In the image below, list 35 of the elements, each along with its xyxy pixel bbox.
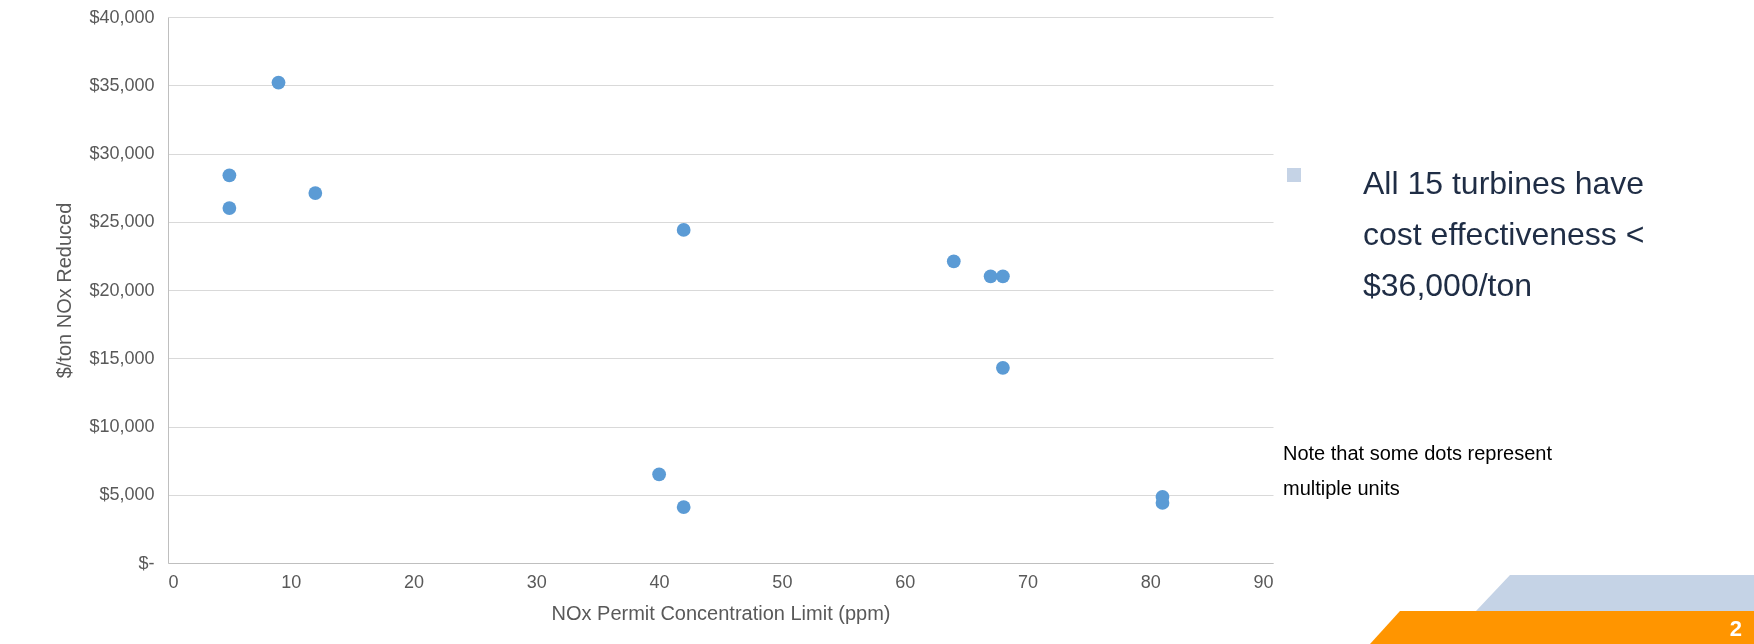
text: All 15 turbines have cost effectiveness < $36,000/ton xyxy=(1363,164,1646,305)
x-tick-label: 80 xyxy=(1140,571,1161,592)
text: Note that some dots represent multiple units xyxy=(1283,441,1554,501)
point xyxy=(676,223,691,237)
text: 2 xyxy=(1729,616,1742,642)
x-tick-label: 50 xyxy=(772,571,793,592)
point xyxy=(983,269,998,284)
y-tick-label: $5,000 xyxy=(99,484,155,505)
x-tick-label: 90 xyxy=(1253,571,1274,592)
x-tick-label: 20 xyxy=(404,571,425,592)
y-tick-label: $35,000 xyxy=(89,74,155,95)
x-tick-label: 10 xyxy=(281,571,302,592)
y-tick-label: $- xyxy=(138,552,155,573)
x-tick-label: 70 xyxy=(1017,571,1038,592)
point xyxy=(308,186,323,200)
point xyxy=(652,467,666,482)
y-tick-label: $20,000 xyxy=(89,279,155,300)
y-tick-label: $25,000 xyxy=(89,211,155,232)
y-axis-title: $/ton NOx Reduced xyxy=(53,202,76,379)
point xyxy=(271,75,286,90)
point xyxy=(996,360,1010,375)
y-tick-label: $15,000 xyxy=(89,347,155,368)
x-tick-label: 40 xyxy=(649,571,670,592)
y-tick-label: $40,000 xyxy=(89,6,155,27)
y-tick-label: $10,000 xyxy=(89,416,155,436)
point xyxy=(676,500,691,514)
x-axis-title: NOx Permit Concentration Limit (ppm) xyxy=(551,601,891,624)
point xyxy=(946,254,961,269)
x-tick-label: 30 xyxy=(526,571,547,592)
x-tick-label: 0 xyxy=(168,571,179,592)
x-tick-label: 60 xyxy=(895,571,916,592)
point xyxy=(996,269,1010,284)
point xyxy=(222,168,237,183)
point xyxy=(222,201,237,215)
y-tick-label: $30,000 xyxy=(89,143,155,163)
